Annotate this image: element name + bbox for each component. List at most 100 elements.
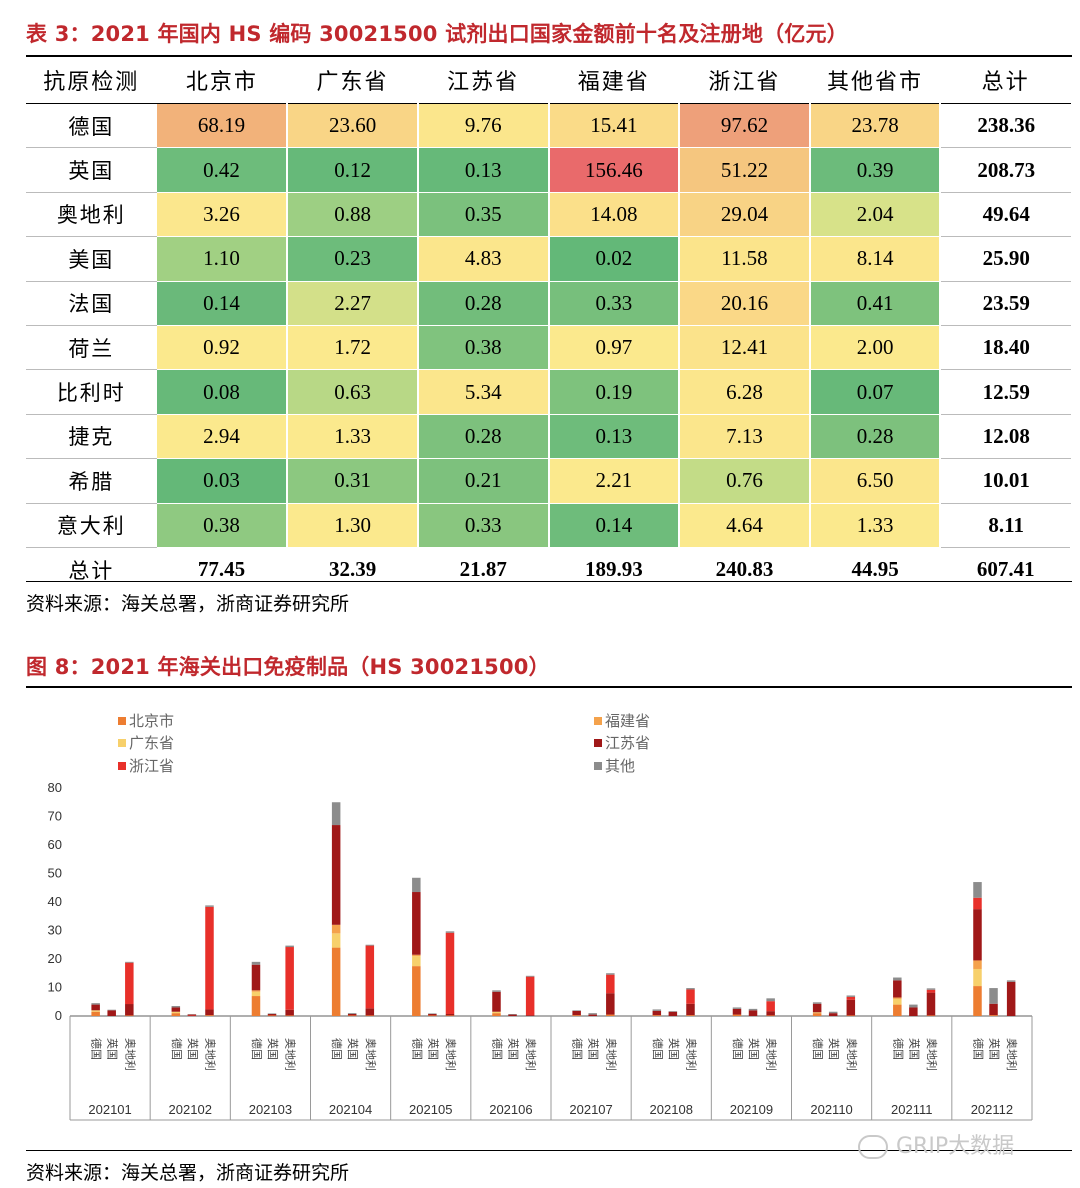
legend-label: 福建省 bbox=[605, 712, 650, 730]
y-tick-label: 80 bbox=[48, 780, 62, 795]
month-label: 202112 bbox=[971, 1102, 1013, 1117]
legend-label: 其他 bbox=[605, 757, 635, 775]
bar-segment bbox=[686, 989, 695, 1004]
heat-cell: 0.38 bbox=[417, 325, 550, 371]
column-header: 广东省 bbox=[287, 57, 418, 104]
legend-swatch bbox=[594, 762, 602, 770]
bar-segment bbox=[171, 1011, 181, 1014]
heat-cell: 11.58 bbox=[679, 236, 811, 282]
heat-cell: 0.08 bbox=[156, 369, 289, 415]
heat-cell: 2.27 bbox=[287, 281, 419, 326]
bar-segment bbox=[926, 992, 936, 1016]
watermark-text: GRIP大数据 bbox=[896, 1134, 1015, 1159]
y-tick-label: 40 bbox=[48, 894, 62, 909]
heat-cell: 0.28 bbox=[417, 281, 550, 326]
bar-segment bbox=[251, 961, 261, 965]
bar-segment bbox=[285, 947, 294, 1010]
bar-segment bbox=[492, 990, 501, 992]
heat-cell: 0.28 bbox=[417, 414, 550, 460]
heat-cell: 2.21 bbox=[548, 458, 681, 504]
grand-total: 607.41 bbox=[940, 547, 1072, 592]
heat-cell: 0.19 bbox=[548, 369, 681, 415]
heat-cell: 0.21 bbox=[417, 458, 550, 504]
total-row: 总计 77.45 32.39 21.87 189.93 240.83 44.95 607.41 bbox=[26, 547, 1072, 592]
heat-cell: 0.13 bbox=[417, 147, 550, 193]
bar-segment bbox=[251, 990, 261, 992]
bar-segment bbox=[331, 802, 341, 826]
bar-segment bbox=[893, 997, 902, 999]
bar-segment bbox=[171, 1013, 181, 1016]
bar-segment bbox=[251, 996, 261, 1016]
bar-segment bbox=[732, 1007, 742, 1009]
heat-cell: 8.14 bbox=[809, 236, 942, 282]
bar-segment bbox=[846, 995, 856, 997]
heat-cell: 0.02 bbox=[548, 236, 681, 282]
category-label: 英国 bbox=[587, 1038, 601, 1060]
category-label: 英国 bbox=[667, 1038, 681, 1060]
bar-segment bbox=[732, 1014, 742, 1016]
heat-cell: 6.50 bbox=[809, 458, 942, 504]
bar-segment bbox=[187, 1014, 197, 1016]
table-row: 法国 0.14 2.27 0.28 0.33 20.16 0.41 23.59 bbox=[26, 281, 1071, 326]
heat-cell: 2.94 bbox=[156, 414, 289, 460]
table-row: 德国 68.19 23.60 9.76 15.41 97.62 23.78 238.36 bbox=[26, 103, 1071, 149]
category-label: 奥地利 bbox=[604, 1038, 618, 1071]
category-label: 德国 bbox=[410, 1038, 424, 1060]
bar-segment bbox=[187, 1015, 197, 1017]
table-row: 奥地利 3.26 0.88 0.35 14.08 29.04 2.04 49.64 bbox=[26, 192, 1071, 238]
heat-cell: 7.13 bbox=[679, 414, 811, 460]
bar-segment bbox=[606, 974, 615, 994]
column-total: 77.45 bbox=[156, 547, 289, 592]
category-label: 德国 bbox=[731, 1038, 745, 1060]
heat-cell: 0.38 bbox=[156, 503, 289, 548]
bar-segment bbox=[365, 1015, 375, 1017]
bar-segment bbox=[125, 961, 134, 963]
row-label: 法国 bbox=[26, 281, 157, 326]
bar-segment bbox=[508, 1014, 517, 1016]
bar-segment bbox=[492, 991, 501, 1012]
bar-segment bbox=[251, 964, 261, 991]
bar-segment bbox=[572, 1015, 581, 1016]
heat-cell: 6.28 bbox=[679, 369, 811, 415]
bar-segment bbox=[973, 960, 982, 969]
bar-segment bbox=[766, 998, 775, 1002]
bar-segment bbox=[412, 956, 421, 967]
heat-cell: 0.76 bbox=[679, 458, 811, 504]
category-label: 英国 bbox=[907, 1038, 921, 1060]
heat-cell: 14.08 bbox=[548, 192, 681, 238]
bar-segment bbox=[989, 1015, 998, 1016]
legend-swatch bbox=[594, 717, 602, 725]
heat-cell: 12.41 bbox=[679, 325, 811, 371]
bar-segment bbox=[525, 976, 535, 1016]
category-label: 德国 bbox=[330, 1038, 344, 1060]
heat-cell: 97.62 bbox=[679, 103, 811, 149]
month-label: 202103 bbox=[249, 1102, 292, 1117]
heat-cell: 4.64 bbox=[679, 503, 811, 548]
month-label: 202110 bbox=[810, 1102, 852, 1117]
bar-segment bbox=[989, 988, 998, 1004]
bar-segment bbox=[973, 897, 982, 910]
bar-segment bbox=[428, 1013, 437, 1015]
figure-source-note: 资料来源：海关总署，浙商证券研究所 bbox=[26, 1162, 350, 1184]
column-total: 44.95 bbox=[809, 547, 942, 592]
category-label: 奥地利 bbox=[925, 1038, 939, 1071]
bar-segment bbox=[428, 1014, 437, 1016]
row-label: 希腊 bbox=[26, 458, 157, 504]
table-row: 意大利 0.38 1.30 0.33 0.14 4.64 1.33 8.11 bbox=[26, 503, 1071, 548]
table-source-note: 资料来源：海关总署，浙商证券研究所 bbox=[26, 593, 350, 615]
bar-segment bbox=[909, 1007, 918, 1016]
row-total: 18.40 bbox=[940, 325, 1071, 371]
table-row: 荷兰 0.92 1.72 0.38 0.97 12.41 2.00 18.40 bbox=[26, 325, 1071, 371]
bar-segment bbox=[766, 1001, 775, 1012]
bar-segment bbox=[525, 975, 535, 977]
heat-cell: 1.72 bbox=[287, 325, 419, 371]
bar-segment bbox=[652, 1009, 662, 1011]
heat-cell: 2.00 bbox=[809, 325, 942, 371]
heat-cell: 9.76 bbox=[417, 103, 550, 149]
category-label: 德国 bbox=[811, 1038, 825, 1060]
row-total: 8.11 bbox=[940, 503, 1071, 548]
bar-segment bbox=[125, 1015, 134, 1017]
bar-segment bbox=[331, 924, 341, 934]
bar-segment bbox=[973, 986, 982, 1016]
row-total: 208.73 bbox=[940, 147, 1071, 193]
